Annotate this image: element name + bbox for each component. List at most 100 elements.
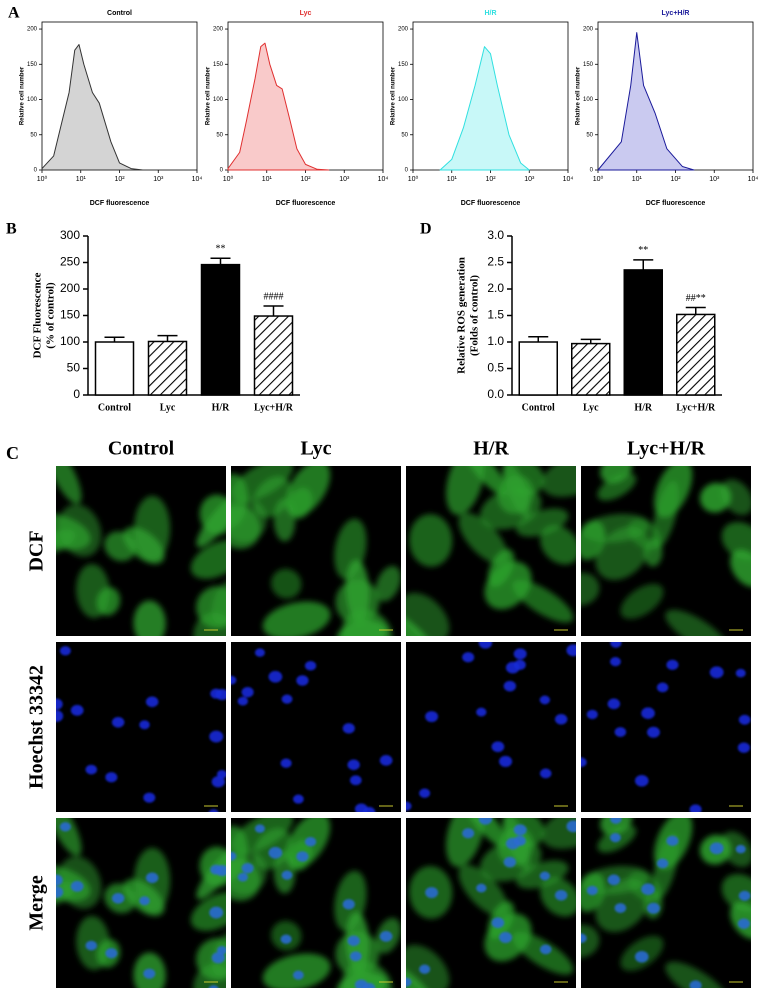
micrograph	[406, 466, 576, 636]
cell	[644, 538, 663, 567]
chart-title: Control	[107, 10, 132, 17]
nucleus	[634, 774, 649, 787]
nucleus	[503, 856, 517, 868]
nucleus	[281, 870, 293, 880]
cell	[335, 579, 380, 625]
nucleus	[666, 659, 679, 670]
nucleus	[70, 880, 84, 892]
x-tick-label: 10³	[339, 176, 350, 183]
nuclei	[231, 824, 393, 988]
error-bar	[580, 338, 601, 344]
nucleus	[614, 727, 627, 737]
cytoplasm	[581, 466, 751, 636]
micrograph	[581, 466, 751, 636]
nuclei	[406, 642, 576, 811]
nucleus	[666, 835, 679, 846]
nuclei	[56, 646, 226, 812]
bar	[518, 341, 558, 396]
micrograph-background	[581, 642, 751, 812]
micrograph-background	[406, 642, 576, 812]
nucleus	[342, 899, 355, 910]
nucleus	[56, 698, 63, 710]
y-tick-label: 250	[60, 255, 80, 269]
micrograph	[406, 818, 576, 988]
y-tick-label: 3.0	[487, 228, 504, 242]
x-tick-label: Control	[98, 402, 131, 413]
nucleus	[85, 764, 98, 775]
y-axis-label: Relative ROS generation	[456, 257, 468, 374]
micrograph	[581, 642, 751, 812]
x-tick-label: 10³	[524, 176, 535, 183]
nucleus	[554, 889, 568, 901]
nucleus	[581, 933, 587, 944]
y-tick-label: 2.0	[487, 281, 504, 295]
cell	[446, 466, 485, 515]
x-tick-label: 10⁰	[408, 175, 419, 183]
nucleus	[342, 723, 355, 734]
nucleus	[211, 952, 225, 964]
nucleus	[610, 642, 622, 648]
cell	[337, 620, 387, 636]
nucleus	[139, 896, 150, 906]
chart-title: H/R	[484, 10, 496, 17]
nucleus	[498, 755, 513, 767]
nucleus	[354, 979, 368, 988]
nucleus	[539, 768, 552, 779]
nucleus	[539, 871, 551, 881]
nucleus	[281, 694, 293, 704]
nucleus	[656, 858, 669, 869]
nucleus	[349, 951, 362, 962]
y-tick-label: 50	[216, 132, 223, 138]
x-axis-label: DCF fluorescence	[276, 200, 336, 207]
nucleus	[735, 844, 746, 854]
x-axis-label: DCF fluorescence	[646, 200, 706, 207]
bar	[253, 315, 294, 396]
nucleus	[513, 824, 527, 836]
x-tick-label: 10⁴	[192, 176, 203, 183]
y-axis-label: Relative cell number	[391, 66, 397, 125]
cell	[56, 512, 91, 550]
chart-title: Lyc+H/R	[662, 10, 690, 17]
significance-label: **	[216, 244, 226, 255]
x-tick-label: 10¹	[262, 176, 273, 183]
micrograph	[231, 818, 401, 988]
nucleus	[419, 964, 431, 974]
nucleus	[280, 758, 292, 768]
nuclei	[581, 818, 751, 988]
x-tick-label: H/R	[212, 402, 231, 413]
nucleus	[209, 730, 224, 743]
nucleus	[634, 950, 649, 963]
row-label: Merge	[26, 875, 48, 931]
bar	[200, 263, 241, 396]
bar	[571, 342, 611, 396]
cell	[462, 466, 508, 496]
nucleus	[347, 935, 360, 947]
nucleus	[254, 824, 265, 833]
micrograph	[231, 466, 401, 636]
nucleus	[610, 657, 621, 667]
cell	[730, 549, 751, 588]
x-tick-label: Lyc	[583, 402, 599, 413]
x-tick-label: 10¹	[447, 176, 458, 183]
nucleus	[737, 742, 750, 753]
cell	[96, 587, 121, 616]
cell	[502, 466, 530, 518]
x-tick-label: Lyc	[160, 402, 176, 413]
x-tick-label: 10¹	[632, 176, 643, 183]
nucleus	[209, 906, 224, 919]
y-tick-label: 100	[398, 97, 409, 103]
cell	[134, 495, 171, 562]
nucleus	[208, 809, 219, 812]
nucleus	[241, 863, 254, 874]
bar	[147, 340, 188, 396]
nucleus	[379, 930, 393, 942]
y-tick-label: 50	[586, 132, 593, 138]
row-label: Hoechst 33342	[26, 665, 48, 789]
nucleus	[296, 851, 309, 862]
nucleus	[513, 648, 527, 660]
nucleus	[241, 687, 254, 698]
nucleus	[738, 890, 751, 901]
nucleus	[406, 801, 412, 811]
cell	[620, 583, 664, 619]
